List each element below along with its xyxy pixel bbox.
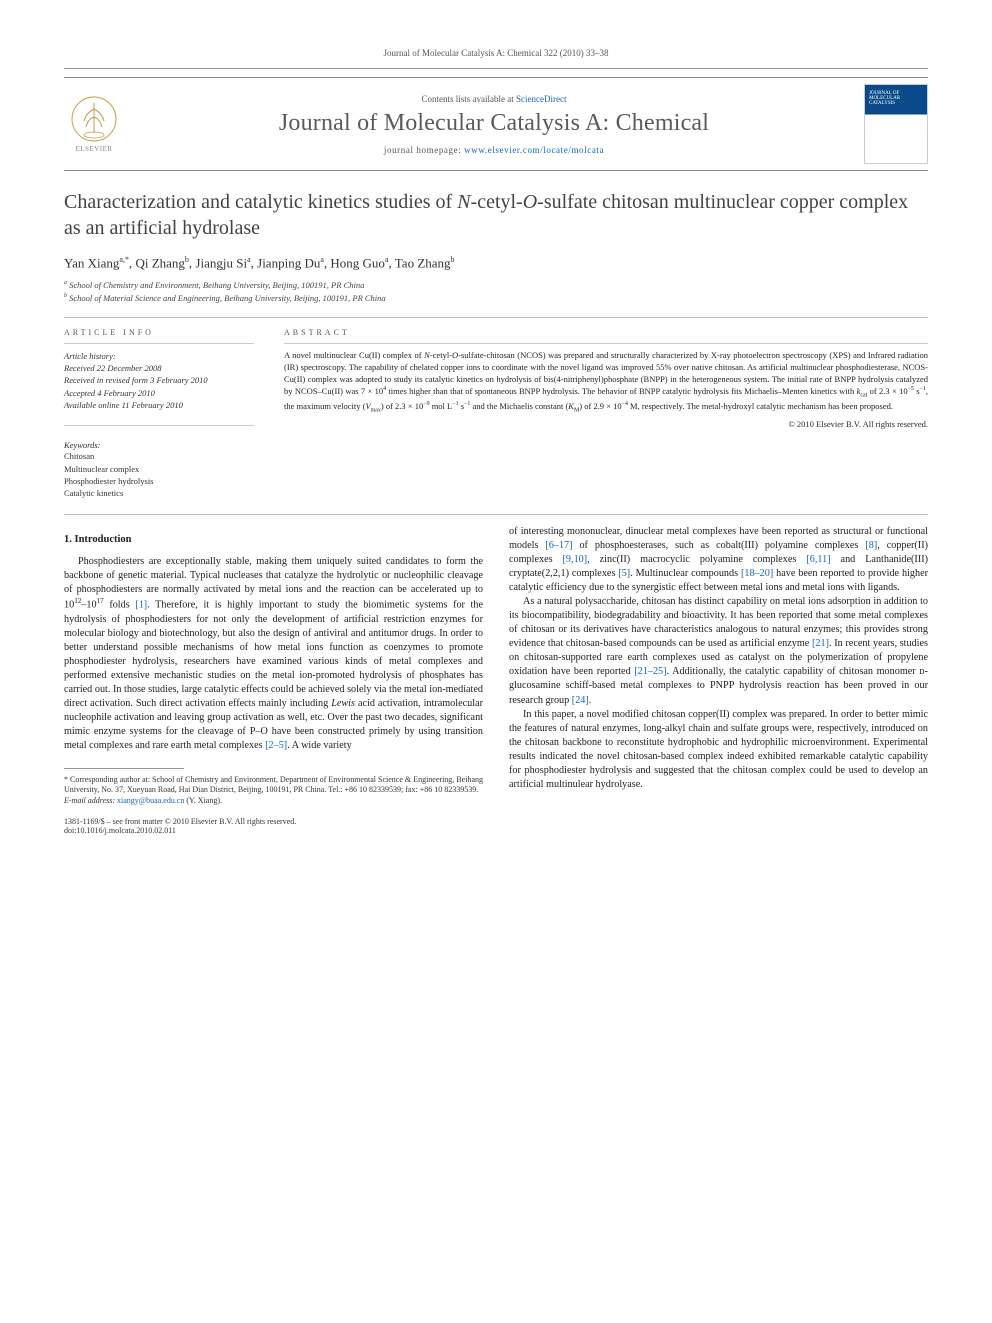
history-revised: Received in revised form 3 February 2010 (64, 374, 254, 386)
email-label: E-mail address: (64, 796, 115, 805)
abstract-copyright: © 2010 Elsevier B.V. All rights reserved… (284, 419, 928, 429)
history-label: Article history: (64, 350, 254, 362)
body-columns: 1. Introduction Phosphodiesters are exce… (64, 525, 928, 807)
footer-block: 1381-1169/$ – see front matter © 2010 El… (64, 817, 928, 835)
meta-row: ARTICLE INFO Article history: Received 2… (64, 328, 928, 500)
history-accepted: Accepted 4 February 2010 (64, 387, 254, 399)
keyword: Multinuclear complex (64, 463, 254, 475)
sciencedirect-link[interactable]: ScienceDirect (516, 94, 566, 104)
contents-available-line: Contents lists available at ScienceDirec… (134, 94, 854, 104)
journal-name: Journal of Molecular Catalysis A: Chemic… (134, 110, 854, 137)
corresponding-author-note: * Corresponding author at: School of Che… (64, 775, 483, 797)
author-list: Yan Xianga,*, Qi Zhangb, Jiangju Sia, Ji… (64, 255, 928, 271)
doi-line: doi:10.1016/j.molcata.2010.02.011 (64, 826, 928, 835)
affiliations: a School of Chemistry and Environment, B… (64, 279, 928, 304)
running-head: Journal of Molecular Catalysis A: Chemic… (64, 48, 928, 58)
article-title: Characterization and catalytic kinetics … (64, 189, 928, 241)
homepage-prefix: journal homepage: (384, 145, 464, 155)
issn-copyright-line: 1381-1169/$ – see front matter © 2010 El… (64, 817, 928, 826)
abstract-heading: ABSTRACT (284, 328, 928, 337)
keyword: Catalytic kinetics (64, 487, 254, 499)
elsevier-logo: ELSEVIER (64, 89, 124, 159)
body-paragraph: Phosphodiesters are exceptionally stable… (64, 555, 483, 753)
journal-masthead: ELSEVIER Contents lists available at Sci… (64, 77, 928, 171)
cover-thumb-title: JOURNAL OF MOLECULAR CATALYSIS (869, 91, 923, 106)
email-link[interactable]: xiangy@buaa.edu.cn (117, 796, 184, 805)
history-received: Received 22 December 2008 (64, 362, 254, 374)
section-heading-1: 1. Introduction (64, 533, 483, 547)
publisher-name: ELSEVIER (75, 145, 112, 153)
affiliation-a: a School of Chemistry and Environment, B… (64, 279, 928, 292)
keyword: Chitosan (64, 450, 254, 462)
homepage-link[interactable]: www.elsevier.com/locate/molcata (464, 145, 604, 155)
affiliation-b: b School of Material Science and Enginee… (64, 292, 928, 305)
article-history: Article history: Received 22 December 20… (64, 350, 254, 412)
top-rule (64, 68, 928, 69)
email-person: (Y. Xiang). (186, 796, 222, 805)
body-column-right: of interesting mononuclear, dinuclear me… (509, 525, 928, 807)
history-online: Available online 11 February 2010 (64, 399, 254, 411)
masthead-center: Contents lists available at ScienceDirec… (124, 94, 864, 155)
elsevier-tree-icon (70, 95, 118, 143)
keywords-label: Keywords: (64, 440, 254, 450)
keyword: Phosphodiester hydrolysis (64, 475, 254, 487)
footnote-separator (64, 768, 184, 769)
divider (64, 317, 928, 318)
email-line: E-mail address: xiangy@buaa.edu.cn (Y. X… (64, 796, 483, 807)
body-paragraph: of interesting mononuclear, dinuclear me… (509, 525, 928, 595)
abstract-block: ABSTRACT A novel multinuclear Cu(II) com… (284, 328, 928, 500)
article-info-block: ARTICLE INFO Article history: Received 2… (64, 328, 254, 500)
journal-cover-thumbnail: JOURNAL OF MOLECULAR CATALYSIS (864, 84, 928, 164)
homepage-line: journal homepage: www.elsevier.com/locat… (134, 145, 854, 155)
article-info-heading: ARTICLE INFO (64, 328, 254, 337)
body-paragraph: In this paper, a novel modified chitosan… (509, 708, 928, 792)
divider (64, 514, 928, 515)
footnotes: * Corresponding author at: School of Che… (64, 775, 483, 807)
body-paragraph: As a natural polysaccharide, chitosan ha… (509, 595, 928, 708)
body-column-left: 1. Introduction Phosphodiesters are exce… (64, 525, 483, 807)
contents-prefix: Contents lists available at (422, 94, 516, 104)
abstract-text: A novel multinuclear Cu(II) complex of N… (284, 350, 928, 415)
